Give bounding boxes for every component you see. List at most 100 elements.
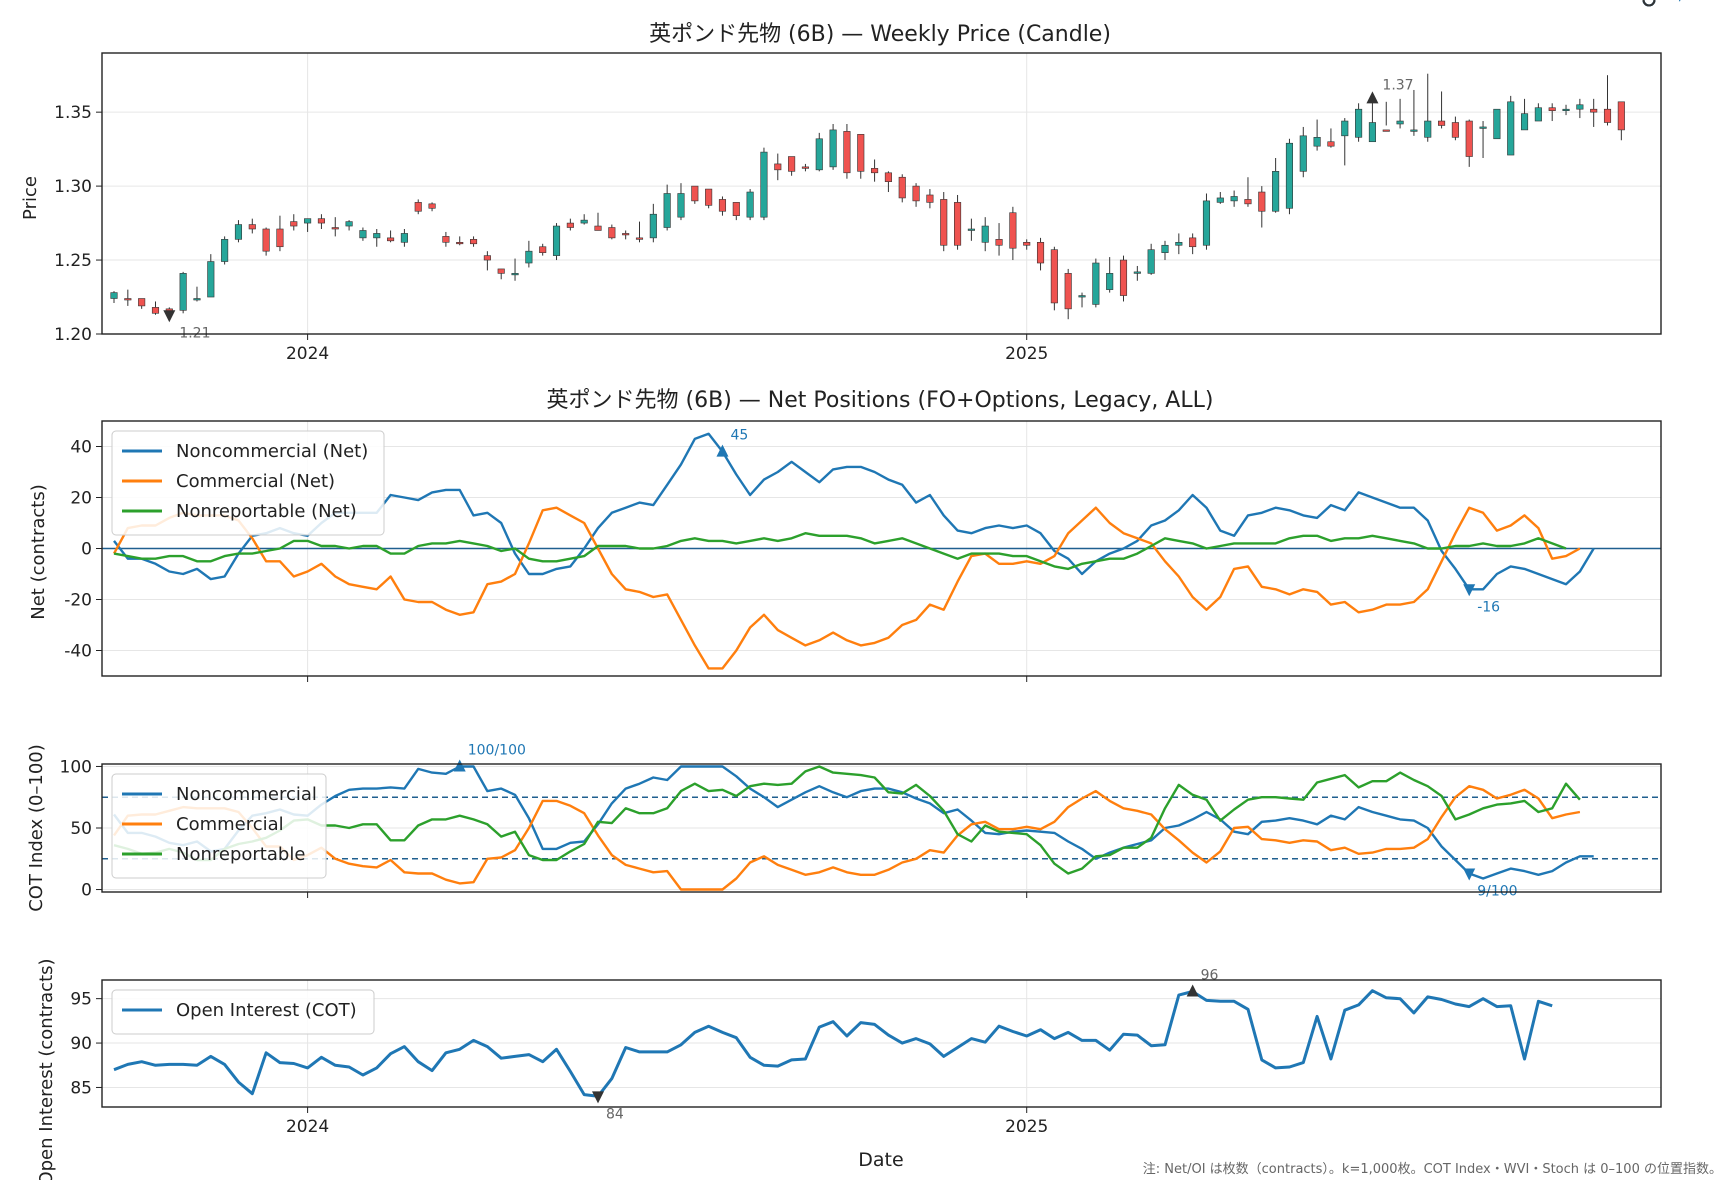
candle-body <box>400 233 408 243</box>
candle-body <box>1590 108 1598 113</box>
candle-body <box>691 185 699 202</box>
candle-body <box>1202 200 1211 246</box>
candle-body <box>995 239 1003 246</box>
min-marker <box>163 310 176 323</box>
candle-body <box>580 219 588 224</box>
y-tick-label: 1.25 <box>54 251 92 271</box>
legend: Noncommercial (Net) Commercial (Net) Nonre… <box>111 430 385 536</box>
candle-body <box>138 298 146 307</box>
candle-body <box>207 261 215 298</box>
candle-body <box>151 307 160 314</box>
legend-box <box>111 430 385 536</box>
candle-body <box>539 246 547 253</box>
candle-body <box>110 292 118 299</box>
candle-body <box>359 230 367 239</box>
max-value-label: 96 <box>1201 968 1219 984</box>
candle-body <box>193 298 201 301</box>
cot-index-panel: COT Index (0–100) 050100100/1009/10027/1… <box>26 0 1710 912</box>
candle-body <box>428 203 436 209</box>
candle-body <box>483 255 491 261</box>
candle-body <box>594 225 602 231</box>
candle-body <box>387 237 395 242</box>
y-tick-label: 0 <box>81 540 92 560</box>
candle-body <box>1036 242 1045 264</box>
candle-body <box>1617 101 1625 131</box>
candle-body <box>815 138 823 171</box>
candle-body <box>705 188 713 206</box>
max-value-label: 45 <box>730 428 748 444</box>
candle-body <box>1119 259 1128 296</box>
candle-body <box>511 273 519 276</box>
series-line <box>113 785 1581 891</box>
x-tick-label: 2024 <box>286 344 329 364</box>
candle-body <box>1009 212 1017 249</box>
candle-body <box>1216 197 1224 203</box>
candle-body <box>954 202 962 246</box>
series-line <box>113 989 1553 1098</box>
max-value-label: 1.37 <box>1382 77 1413 93</box>
price-chart-title: 英ポンド先物 (6B) — Weekly Price (Candle) <box>649 22 1111 47</box>
candle-body <box>1396 120 1404 125</box>
footer-note: 注: Net/OI は枚数（contracts）。k=1,000枚。COT In… <box>1143 1162 1722 1177</box>
candle-body <box>1424 120 1432 138</box>
min-marker <box>592 1091 605 1104</box>
candle-body <box>1410 129 1418 132</box>
candle-body <box>1078 295 1086 298</box>
candle-body <box>566 222 574 228</box>
last-value-label: 1.34 <box>1663 0 1694 4</box>
candle-body <box>304 218 312 224</box>
x-tick-label: 2025 <box>1005 1117 1048 1137</box>
candle-body <box>248 224 256 230</box>
legend: Open Interest (COT) <box>111 989 375 1035</box>
candle-body <box>1603 108 1612 123</box>
candle-body <box>124 298 132 301</box>
legend-label: Noncommercial <box>176 784 317 805</box>
candle-body <box>234 224 243 240</box>
y-tick-label: 50 <box>70 819 92 839</box>
candle-body <box>884 172 892 182</box>
x-tick-label: 2025 <box>1005 344 1048 364</box>
candle-body <box>1230 196 1238 202</box>
y-tick-label: 90 <box>70 1034 92 1054</box>
legend-label: Nonreportable (Net) <box>176 501 357 522</box>
candle-body <box>843 131 851 174</box>
y-tick-label: -20 <box>64 591 92 611</box>
candle-body <box>331 227 339 230</box>
candle-body <box>1064 273 1072 310</box>
candle-body <box>1520 113 1529 131</box>
candle-body <box>912 185 920 202</box>
x-tick-label: 2024 <box>286 1117 329 1137</box>
net-chart-title: 英ポンド先物 (6B) — Net Positions (FO+Options,… <box>547 388 1214 413</box>
candle-body <box>276 228 284 248</box>
min-marker <box>1463 868 1476 881</box>
candle-body <box>926 194 934 203</box>
candle-body <box>1438 120 1446 126</box>
candle-body <box>622 233 630 236</box>
candle-body <box>1493 108 1501 140</box>
candle-body <box>262 228 270 252</box>
cot-index-y-axis-label: COT Index (0–100) <box>26 744 47 912</box>
candle-body <box>1465 120 1473 157</box>
legend-label: Nonreportable <box>176 844 305 865</box>
candle-body <box>1534 107 1542 122</box>
candle-body <box>1341 120 1349 137</box>
y-tick-label: 1.30 <box>54 177 92 197</box>
legend-label: Commercial <box>176 814 284 835</box>
candle-body <box>746 191 754 218</box>
legend-box <box>111 773 327 879</box>
oi-y-axis-label: Open Interest (contracts) <box>36 958 57 1180</box>
candle-body <box>456 242 464 245</box>
price-y-axis-label: Price <box>20 176 41 220</box>
candle-body <box>1161 244 1169 253</box>
net-y-axis-label: Net (contracts) <box>28 484 49 620</box>
candle-body <box>1023 242 1031 246</box>
min-value-label: 84 <box>606 1106 624 1122</box>
candle-body <box>414 202 422 212</box>
min-value-label: -16 <box>1477 599 1500 615</box>
y-tick-label: -40 <box>64 642 92 662</box>
candle-body <box>1548 107 1556 111</box>
y-tick-label: 0 <box>81 881 92 901</box>
min-value-label: 1.21 <box>179 325 210 341</box>
candle-body <box>1133 271 1141 274</box>
series-line <box>113 765 1581 875</box>
